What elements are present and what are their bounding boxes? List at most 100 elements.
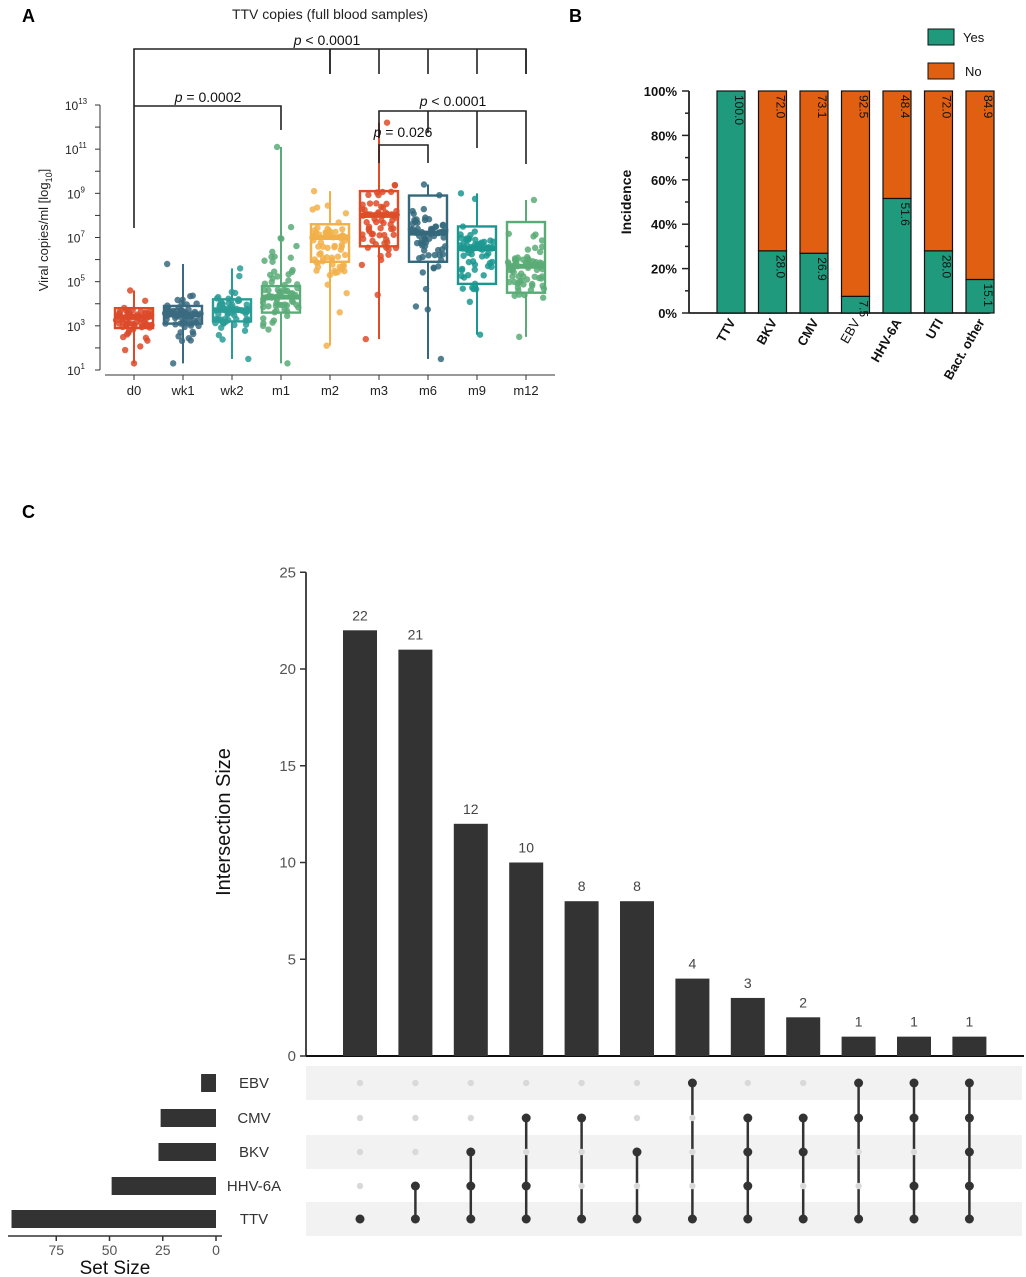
data-point xyxy=(489,238,497,245)
data-point xyxy=(332,228,339,236)
matrix-dot-empty xyxy=(633,1079,641,1087)
box xyxy=(505,220,547,294)
matrix-dot-filled xyxy=(577,1113,587,1123)
data-point xyxy=(236,265,244,272)
data-point xyxy=(174,296,181,304)
matrix-dot-filled xyxy=(743,1214,753,1224)
matrix-dot-filled xyxy=(743,1181,753,1191)
set-size-bar xyxy=(11,1210,216,1228)
data-point xyxy=(323,342,330,349)
y-tick-exp: 7 xyxy=(80,230,85,239)
p-prefix: p xyxy=(293,32,302,48)
data-point xyxy=(412,218,419,225)
data-point xyxy=(365,191,372,199)
x-tick-label: Bact. other xyxy=(941,316,988,382)
x-tick-label: wk2 xyxy=(219,383,243,398)
matrix-dot-empty xyxy=(523,1148,530,1156)
data-point xyxy=(314,224,321,232)
y-axis-label: Viral copies/ml [log10] xyxy=(36,169,54,292)
data-point xyxy=(383,119,391,126)
intersection-label: 21 xyxy=(408,627,424,643)
intersection-label: 2 xyxy=(799,994,807,1010)
data-point xyxy=(425,252,432,259)
bar-label-yes: 15.1 xyxy=(981,283,995,307)
data-point xyxy=(313,267,320,274)
data-point xyxy=(378,203,385,211)
data-point xyxy=(531,273,538,280)
matrix-dot-filled xyxy=(687,1214,697,1224)
matrix-dot-empty xyxy=(578,1079,585,1087)
panel-a: A TTV copies (full blood samples) Viral co… xyxy=(22,6,555,398)
intersection-bar xyxy=(786,1017,821,1056)
matrix-dot-filled xyxy=(909,1214,919,1224)
matrix-dot-filled xyxy=(798,1147,808,1157)
data-point xyxy=(270,317,278,324)
legend-label-yes: Yes xyxy=(963,30,985,45)
intersection-bar xyxy=(841,1036,876,1056)
data-point xyxy=(436,251,443,259)
data-point xyxy=(337,246,345,253)
legend-label-no: No xyxy=(965,64,982,79)
matrix-dot-filled xyxy=(909,1078,919,1088)
matrix-dot-empty xyxy=(578,1182,585,1190)
data-point xyxy=(471,228,479,235)
data-point xyxy=(126,287,134,294)
matrix-dot-filled xyxy=(964,1181,974,1191)
matrix-dot-empty xyxy=(633,1182,641,1190)
data-point xyxy=(328,254,336,261)
data-point xyxy=(369,237,376,245)
intersection-label: 12 xyxy=(463,801,479,817)
data-point xyxy=(215,331,223,339)
x-tick-label: HHV-6A xyxy=(868,315,905,364)
data-point xyxy=(410,210,417,217)
matrix-dot-empty xyxy=(689,1114,696,1122)
matrix-dot-filled xyxy=(798,1214,808,1224)
matrix-row-stripe xyxy=(306,1135,1022,1169)
data-point xyxy=(219,300,226,308)
data-point xyxy=(457,190,465,197)
data-point xyxy=(415,255,423,262)
matrix-dot-empty xyxy=(356,1182,364,1190)
significance-bracket xyxy=(134,105,282,130)
matrix-dot-empty xyxy=(356,1114,364,1122)
significance-bracket xyxy=(378,144,429,163)
data-point xyxy=(373,200,380,207)
matrix-dot-empty xyxy=(744,1079,751,1087)
data-point xyxy=(420,181,428,188)
intersection-label: 1 xyxy=(855,1014,863,1030)
bar-label-yes: 100.0 xyxy=(732,95,746,125)
annotation-p-m3-late: p < 0.0001 xyxy=(419,93,487,109)
intersection-bar xyxy=(730,997,765,1056)
data-point xyxy=(121,346,129,354)
y-tick-exp: 11 xyxy=(79,141,88,150)
data-point xyxy=(524,246,532,253)
data-point xyxy=(530,196,538,204)
matrix-dot-empty xyxy=(633,1114,641,1122)
matrix-dot-empty xyxy=(910,1148,918,1156)
matrix-dot-filled xyxy=(854,1214,864,1224)
data-point xyxy=(420,205,428,213)
intersection-bar xyxy=(675,978,710,1056)
y-tick-label: 0 xyxy=(288,1048,296,1065)
data-point xyxy=(438,246,446,253)
set-size-tick-label: 0 xyxy=(212,1242,220,1258)
matrix-dot-empty xyxy=(855,1182,862,1190)
matrix-dot-empty xyxy=(578,1148,585,1156)
data-point xyxy=(270,268,278,275)
p-value: < 0.0001 xyxy=(302,32,361,48)
set-size-bar xyxy=(160,1109,216,1127)
data-point xyxy=(236,272,243,280)
data-point xyxy=(144,337,151,344)
annotation-p-m1: p = 0.0002 xyxy=(174,89,242,105)
data-point xyxy=(358,261,366,269)
data-point xyxy=(283,312,291,320)
y-tick-base: 10 xyxy=(67,320,81,334)
matrix-dot-empty xyxy=(689,1148,696,1156)
data-point xyxy=(141,297,149,304)
x-tick-label: m9 xyxy=(468,383,486,398)
set-size-bar xyxy=(201,1074,216,1092)
data-point xyxy=(530,233,537,240)
data-point xyxy=(488,263,495,271)
matrix-dot-filled xyxy=(798,1113,808,1123)
